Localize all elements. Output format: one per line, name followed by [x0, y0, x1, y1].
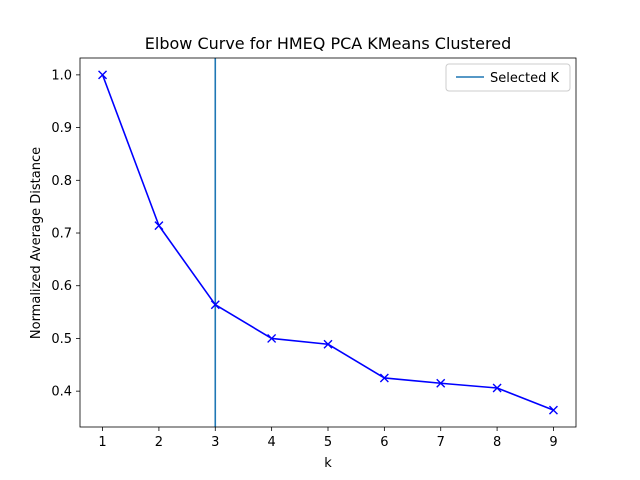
x-tick-label-8: 8	[493, 435, 501, 450]
plot-area: 1 2 3 4 5 6 7 8 9 0.4 0.5 0.6 0.7 0.8 0.9 1.0	[51, 57, 577, 450]
x-tick-label-3: 3	[211, 435, 219, 450]
plot-frame	[79, 57, 577, 428]
y-tick-label-0.7: 0.7	[51, 227, 72, 242]
legend-label-selected-k: Selected K	[490, 71, 559, 86]
y-tick-label-0.5: 0.5	[51, 332, 72, 347]
legend: Selected K	[445, 63, 571, 92]
data-point-k9	[548, 405, 558, 415]
x-tick-label-6: 6	[380, 435, 388, 450]
x-tick-label-4: 4	[267, 435, 275, 450]
x-tick-label-9: 9	[549, 435, 557, 450]
data-point-k3	[210, 300, 220, 310]
data-point-k2	[154, 221, 164, 231]
data-point-k7	[436, 378, 446, 388]
y-tick-label-1.0: 1.0	[51, 68, 72, 83]
data-point-k4	[267, 333, 277, 343]
data-point-k6	[379, 373, 389, 383]
y-tick-label-0.8: 0.8	[51, 174, 72, 189]
x-axis-label: k	[324, 456, 332, 471]
y-tick-label-0.9: 0.9	[51, 121, 72, 136]
y-tick-label-0.4: 0.4	[51, 385, 72, 400]
data-point-k8	[492, 383, 502, 393]
x-tick-label-7: 7	[437, 435, 445, 450]
chart-title: Elbow Curve for HMEQ PCA KMeans Clustere…	[145, 34, 511, 53]
data-point-k1	[98, 70, 108, 80]
x-tick-label-1: 1	[98, 435, 106, 450]
x-tick-label-5: 5	[324, 435, 332, 450]
data-point-k5	[323, 339, 333, 349]
y-tick-label-0.6: 0.6	[51, 279, 72, 294]
legend-frame	[445, 63, 571, 92]
x-tick-label-2: 2	[155, 435, 163, 450]
y-axis-label: Normalized Average Distance	[29, 147, 44, 339]
